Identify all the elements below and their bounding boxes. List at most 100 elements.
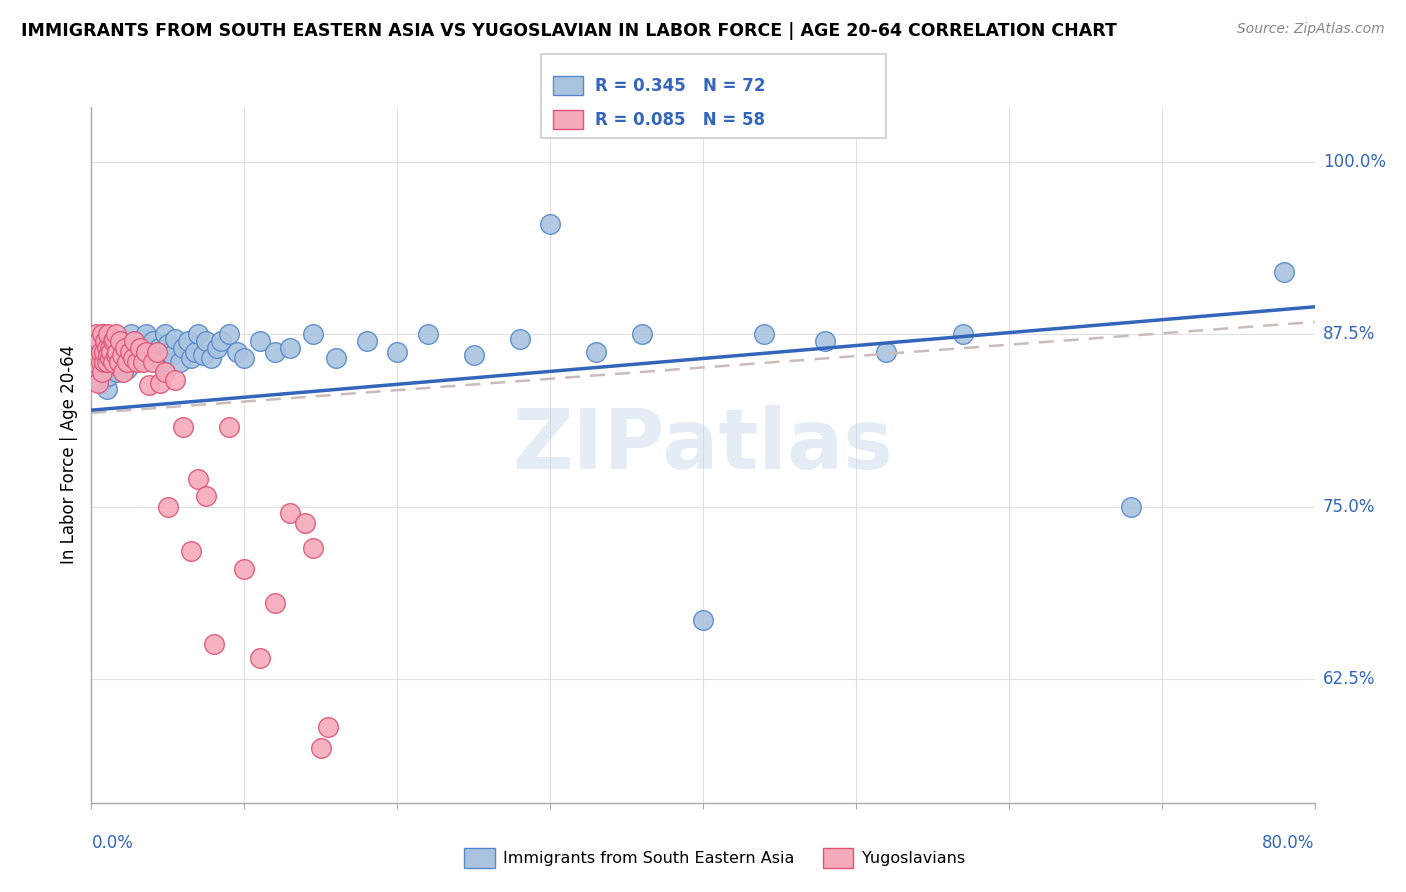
Point — [1121, 500, 1143, 514]
Point — [294, 516, 316, 530]
Point — [187, 327, 209, 342]
Point — [249, 334, 271, 349]
Point — [233, 561, 256, 575]
Point — [94, 361, 117, 376]
Point — [172, 419, 194, 434]
Point — [249, 651, 271, 665]
Point — [416, 327, 439, 342]
Point — [87, 334, 110, 349]
Point — [90, 376, 112, 390]
Point — [108, 351, 131, 365]
Point — [100, 345, 122, 359]
Point — [692, 613, 714, 627]
Point — [278, 507, 301, 521]
Point — [115, 361, 138, 376]
Point — [110, 334, 132, 349]
Point — [127, 334, 149, 349]
Point — [96, 355, 118, 369]
Text: Immigrants from South Eastern Asia: Immigrants from South Eastern Asia — [503, 851, 794, 865]
Point — [98, 341, 121, 355]
Point — [86, 376, 108, 390]
Point — [356, 334, 378, 349]
Point — [98, 345, 121, 359]
Point — [127, 355, 149, 369]
Point — [101, 334, 124, 349]
Point — [172, 341, 194, 355]
Text: Yugoslavians: Yugoslavians — [862, 851, 965, 865]
Point — [180, 543, 202, 558]
Point — [585, 345, 607, 359]
Point — [110, 334, 132, 349]
Point — [209, 334, 232, 349]
Point — [156, 500, 179, 514]
Point — [463, 348, 485, 362]
Point — [385, 345, 409, 359]
Point — [195, 334, 218, 349]
Point — [141, 334, 163, 349]
Text: R = 0.085   N = 58: R = 0.085 N = 58 — [595, 111, 765, 128]
Point — [233, 351, 256, 365]
Point — [135, 327, 157, 342]
Y-axis label: In Labor Force | Age 20-64: In Labor Force | Age 20-64 — [60, 345, 79, 565]
Point — [108, 355, 131, 369]
Point — [104, 327, 127, 342]
Point — [264, 345, 287, 359]
Point — [121, 351, 143, 365]
Point — [218, 419, 240, 434]
Point — [1272, 265, 1295, 279]
Point — [122, 334, 145, 349]
Point — [184, 345, 207, 359]
Point — [264, 596, 287, 610]
Point — [538, 217, 561, 231]
Point — [83, 348, 105, 362]
Text: ZIPatlas: ZIPatlas — [513, 406, 893, 486]
Point — [631, 327, 654, 342]
Point — [138, 345, 160, 359]
Point — [90, 355, 112, 369]
Point — [309, 740, 332, 755]
Point — [83, 355, 105, 369]
Point — [93, 327, 115, 342]
Text: Source: ZipAtlas.com: Source: ZipAtlas.com — [1237, 22, 1385, 37]
Point — [87, 355, 110, 369]
Point — [135, 345, 157, 359]
Point — [132, 355, 155, 369]
Point — [278, 341, 301, 355]
Point — [118, 345, 141, 359]
Point — [112, 355, 135, 369]
Point — [84, 327, 107, 342]
Point — [509, 331, 531, 345]
Point — [94, 334, 117, 349]
Point — [101, 355, 124, 369]
Point — [218, 327, 240, 342]
Point — [169, 355, 191, 369]
Point — [93, 355, 115, 369]
Point — [91, 327, 114, 342]
Point — [97, 348, 120, 362]
Point — [118, 345, 141, 359]
Point — [187, 472, 209, 486]
Point — [134, 348, 156, 362]
Point — [91, 365, 114, 379]
Point — [112, 365, 135, 379]
Point — [952, 327, 974, 342]
Point — [91, 341, 114, 355]
Point — [325, 351, 347, 365]
Point — [114, 341, 136, 355]
Point — [156, 337, 179, 351]
Point — [111, 348, 134, 362]
Point — [115, 355, 138, 369]
Point — [814, 334, 837, 349]
Point — [104, 348, 127, 362]
Point — [302, 541, 325, 555]
Point — [318, 720, 340, 734]
Point — [105, 345, 128, 359]
Text: 100.0%: 100.0% — [1323, 153, 1386, 171]
Point — [165, 331, 187, 345]
Point — [162, 348, 184, 362]
Point — [149, 376, 172, 390]
Point — [98, 351, 121, 365]
Point — [875, 345, 898, 359]
Point — [202, 637, 225, 651]
Point — [114, 337, 136, 351]
